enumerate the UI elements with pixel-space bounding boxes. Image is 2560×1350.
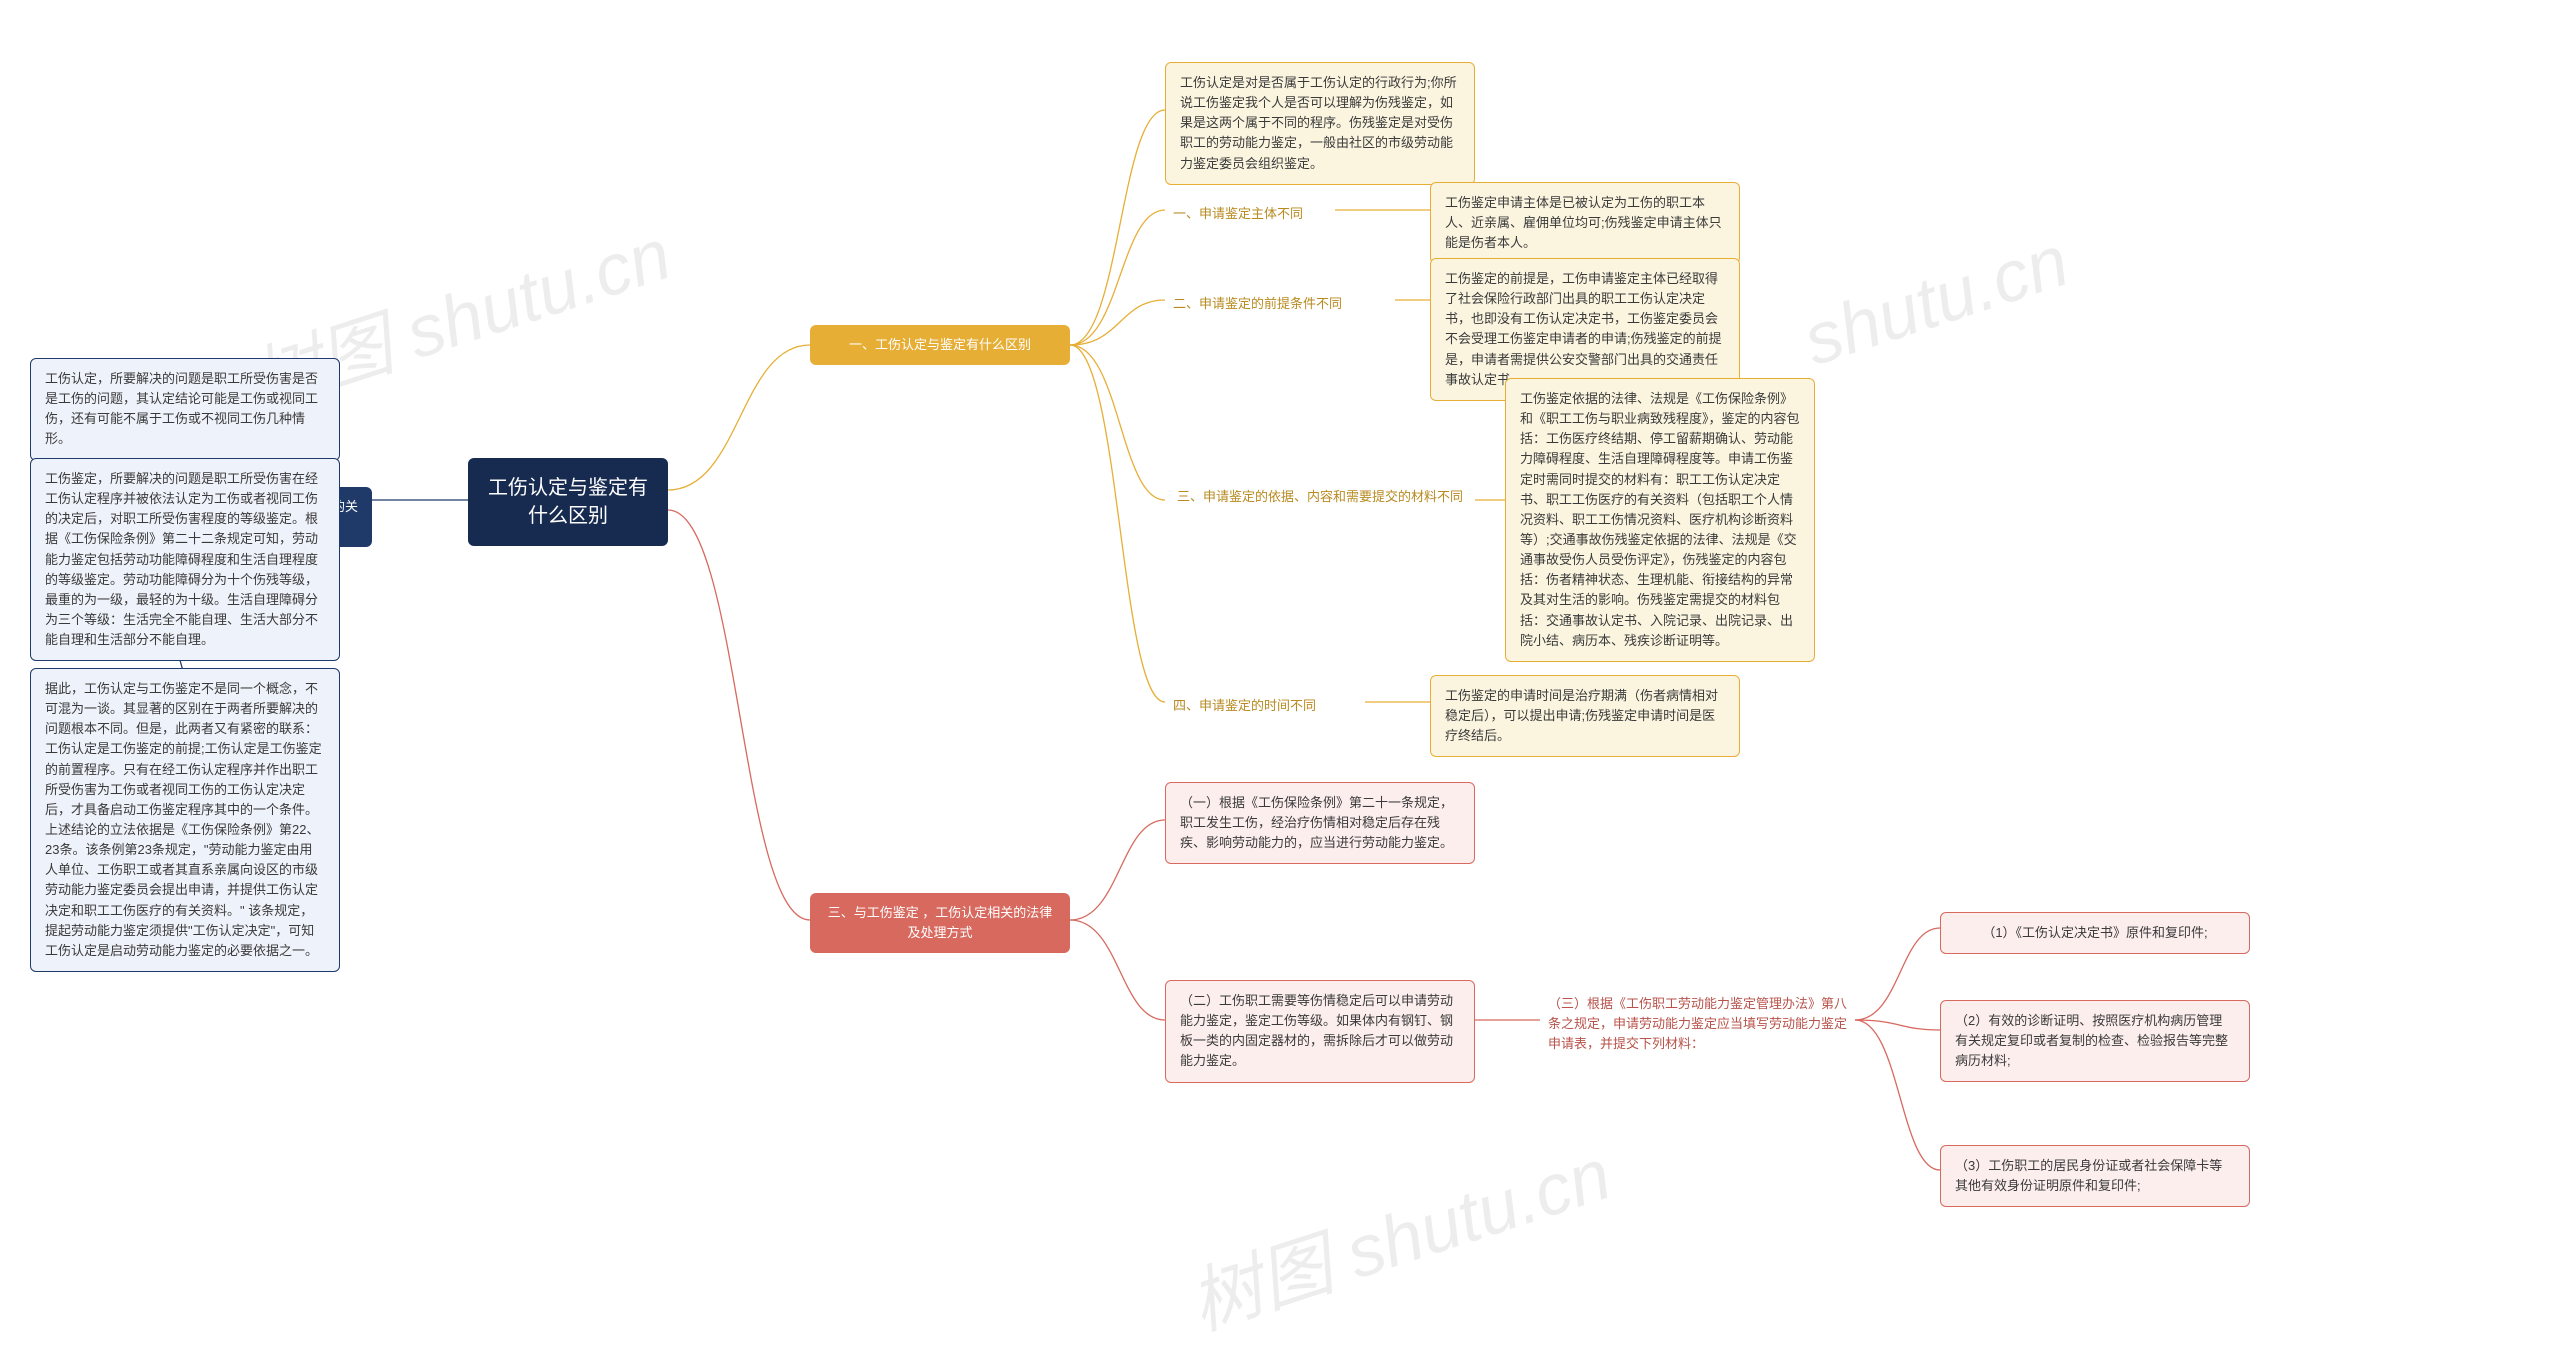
branch-1-intro: 工伤认定是对是否属于工伤认定的行政行为;你所说工伤鉴定我个人是否可以理解为伤残鉴… bbox=[1165, 62, 1475, 185]
branch-2-sub-item-1: （2）有效的诊断证明、按照医疗机构病历管理有关规定复印或者复制的检查、检验报告等… bbox=[1940, 1000, 2250, 1082]
branch-left-para-2: 据此，工伤认定与工伤鉴定不是同一个概念，不可混为一谈。其显著的区别在于两者所要解… bbox=[30, 668, 340, 972]
watermark: shutu.cn bbox=[1794, 220, 2078, 382]
branch-1-child-1-label: 二、申请鉴定的前提条件不同 bbox=[1165, 290, 1350, 318]
branch-1-label: 一、工伤认定与鉴定有什么区别 bbox=[810, 325, 1070, 365]
branch-1-child-0-detail: 工伤鉴定申请主体是已被认定为工伤的职工本人、近亲属、雇佣单位均可;伤残鉴定申请主… bbox=[1430, 182, 1740, 264]
root-node: 工伤认定与鉴定有什么区别 bbox=[468, 458, 668, 546]
branch-2-sub-item-2: （3）工伤职工的居民身份证或者社会保障卡等其他有效身份证明原件和复印件; bbox=[1940, 1145, 2250, 1207]
branch-1-child-0-label: 一、申请鉴定主体不同 bbox=[1165, 200, 1311, 228]
branch-2-sub-label: （三）根据《工伤职工劳动能力鉴定管理办法》第八条之规定，申请劳动能力鉴定应当填写… bbox=[1540, 990, 1855, 1058]
branch-2-child-0: （一）根据《工伤保险条例》第二十一条规定，职工发生工伤，经治疗伤情相对稳定后存在… bbox=[1165, 782, 1475, 864]
branch-left-para-1: 工伤鉴定，所要解决的问题是职工所受伤害在经工伤认定程序并被依法认定为工伤或者视同… bbox=[30, 458, 340, 661]
branch-2-sub-item-0: （1）《工伤认定决定书》原件和复印件; bbox=[1940, 912, 2250, 954]
branch-2-label: 三、与工伤鉴定 ，工伤认定相关的法律及处理方式 bbox=[810, 893, 1070, 953]
watermark: 树图 shutu.cn bbox=[1174, 1115, 1621, 1350]
branch-1-child-2-label: 三、申请鉴定的依据、内容和需要提交的材料不同 bbox=[1165, 483, 1475, 511]
branch-1-child-2-detail: 工伤鉴定依据的法律、法规是《工伤保险条例》和《职工工伤与职业病致残程度》，鉴定的… bbox=[1505, 378, 1815, 662]
branch-2-child-1: （二）工伤职工需要等伤情稳定后可以申请劳动能力鉴定，鉴定工伤等级。如果体内有钢钉… bbox=[1165, 980, 1475, 1083]
branch-left-para-0: 工伤认定，所要解决的问题是职工所受伤害是否是工伤的问题，其认定结论可能是工伤或视… bbox=[30, 358, 340, 461]
branch-1-child-3-label: 四、申请鉴定的时间不同 bbox=[1165, 692, 1324, 720]
branch-1-child-3-detail: 工伤鉴定的申请时间是治疗期满（伤者病情相对稳定后），可以提出申请;伤残鉴定申请时… bbox=[1430, 675, 1740, 757]
